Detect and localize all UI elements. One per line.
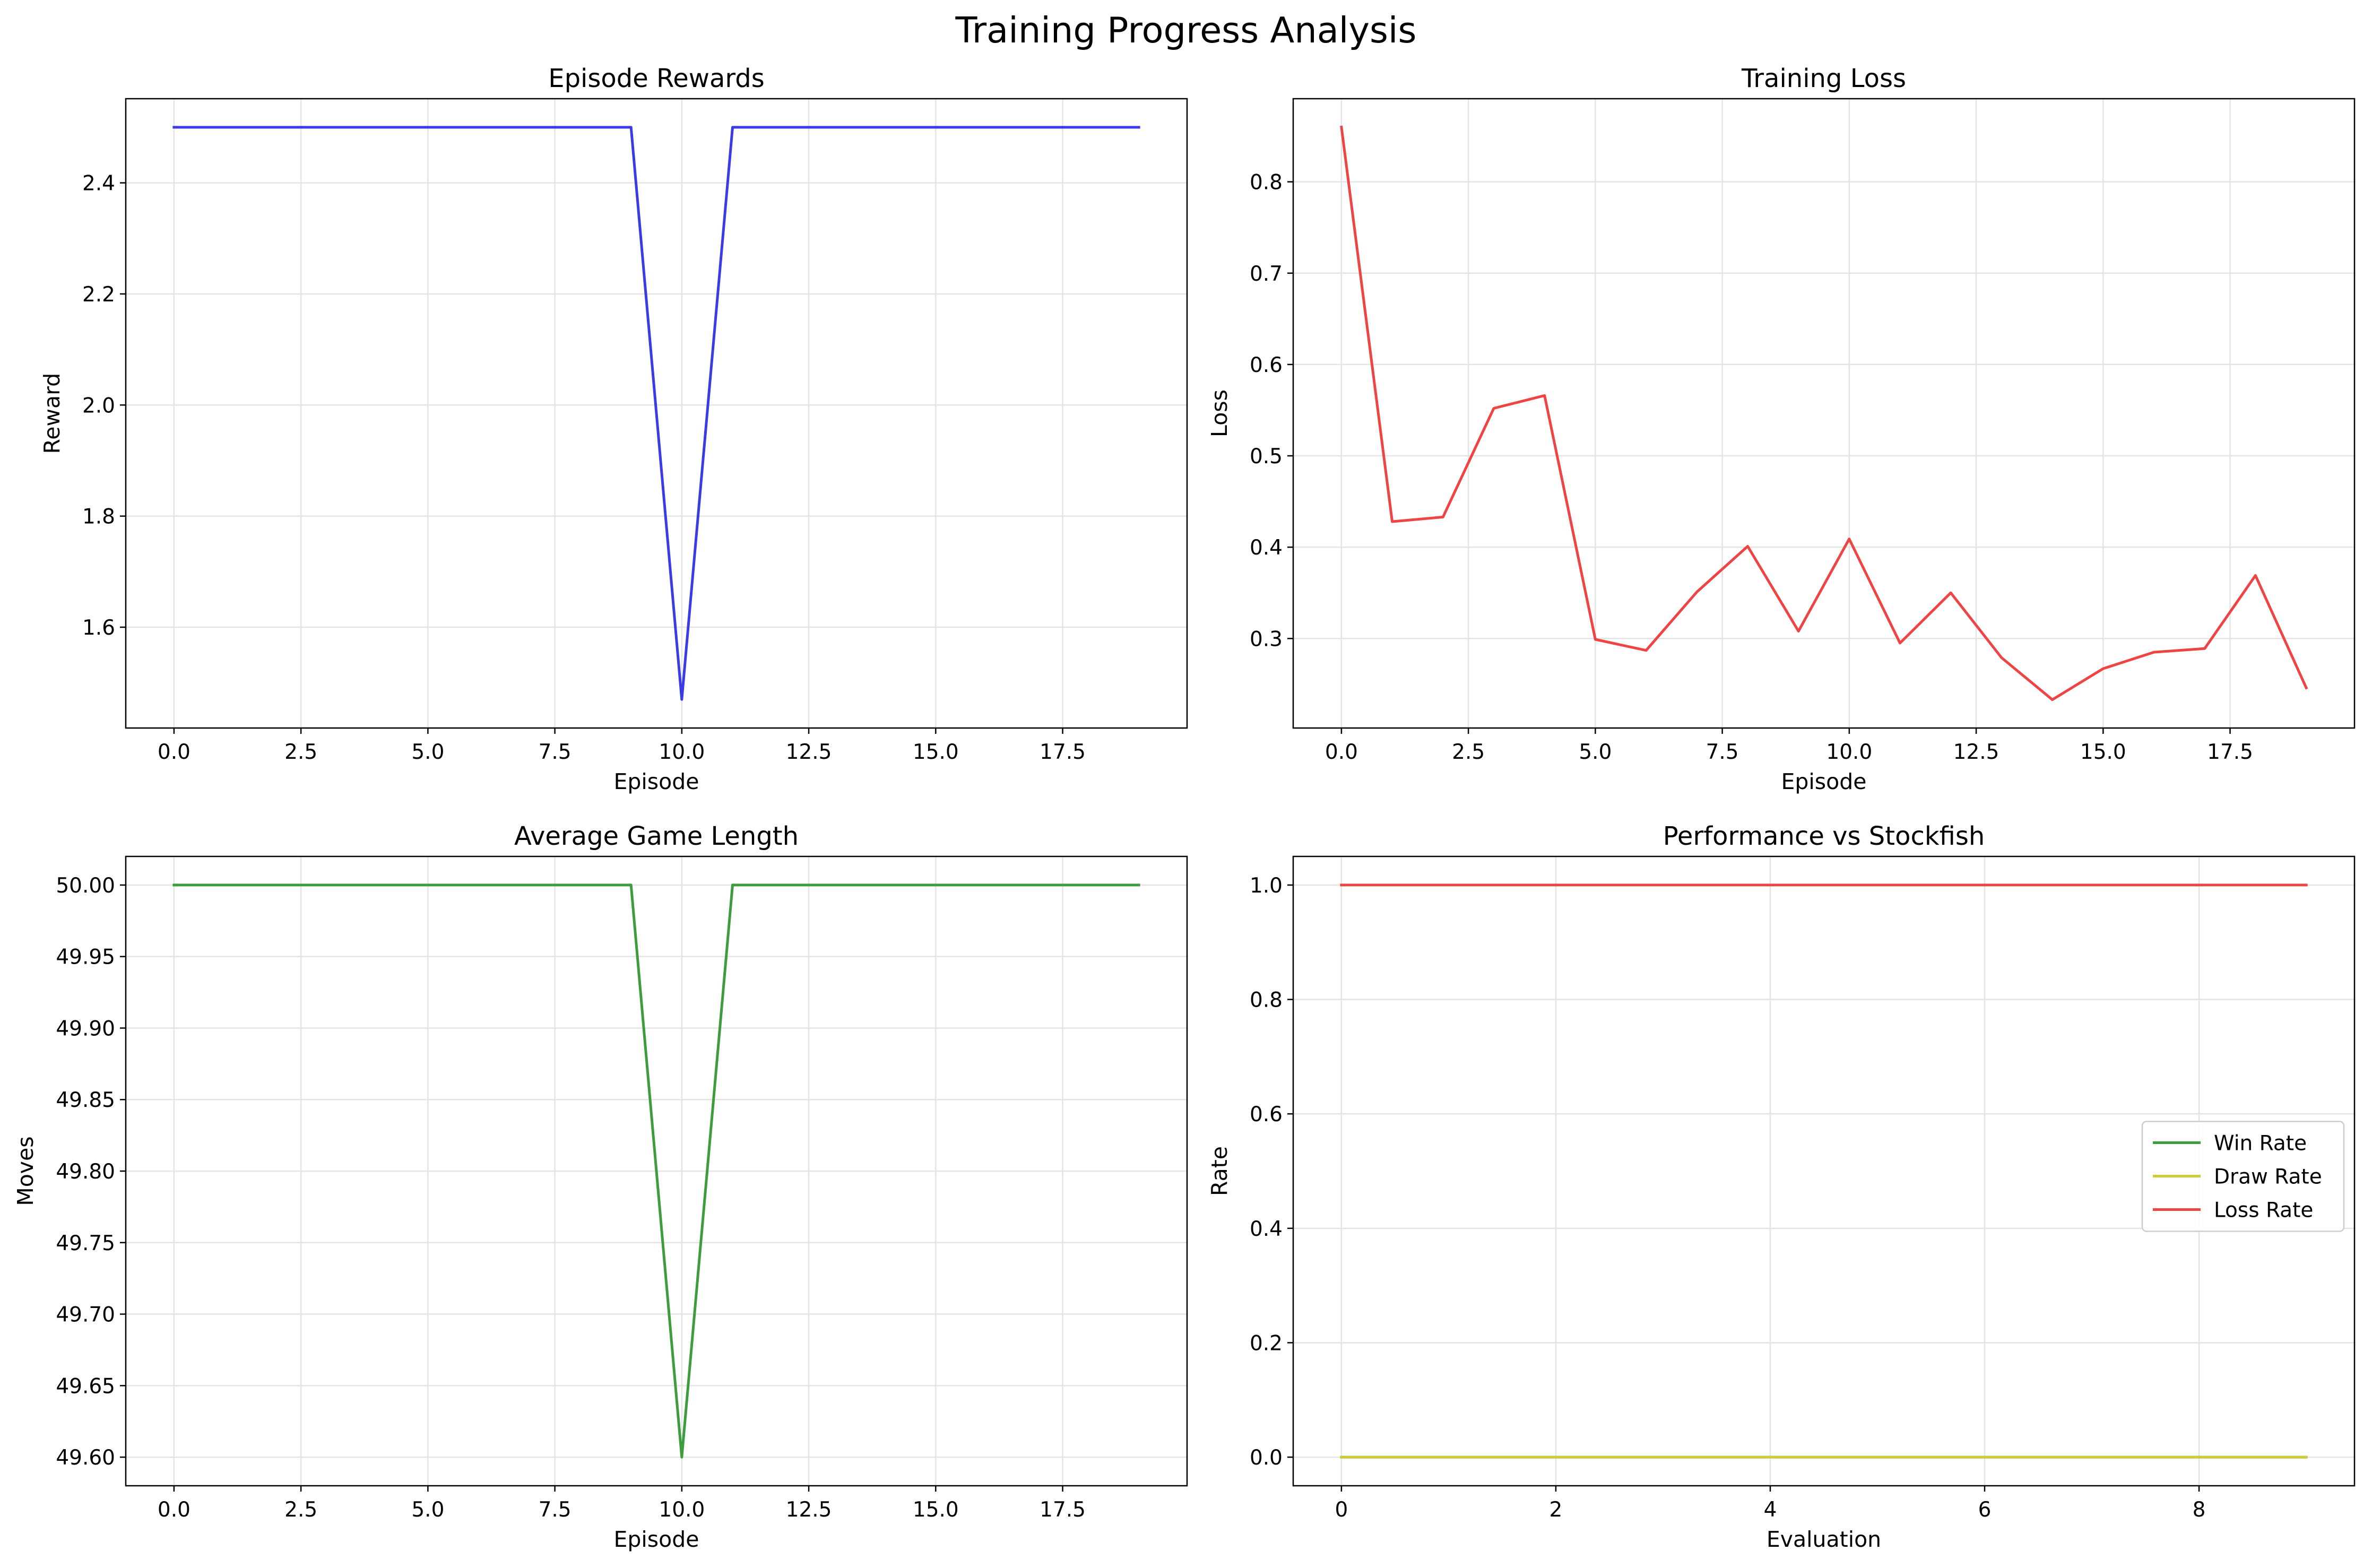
y-tick-label: 0.5 [1250, 445, 1283, 469]
x-tick-label: 15.0 [2080, 740, 2126, 764]
x-tick-label: 2 [1549, 1498, 1563, 1522]
plot-frame [125, 98, 1188, 729]
x-axis-label: Episode [1781, 769, 1866, 794]
chart-title: Training Loss [1741, 64, 1906, 93]
x-tick-label: 12.5 [1953, 740, 1999, 764]
x-tick-label: 10.0 [659, 1498, 705, 1522]
x-tick-label: 7.5 [1706, 740, 1739, 764]
x-tick-label: 17.5 [2207, 740, 2253, 764]
figure-title: Training Progress Analysis [955, 10, 1417, 51]
y-tick-label: 0.4 [1250, 536, 1283, 560]
chart-title: Performance vs Stockfish [1663, 821, 1985, 851]
x-tick-label: 6 [1978, 1498, 1992, 1522]
x-tick-label: 17.5 [1040, 1498, 1086, 1522]
legend-label: Draw Rate [2214, 1165, 2322, 1189]
y-tick-label: 49.85 [56, 1088, 115, 1112]
y-tick-label: 49.75 [56, 1232, 115, 1255]
chart-1: 0.0 2.5 5.0 7.5 10.0 12.5 15.0 17.5 1.6 1.8 2.0 2.2… [39, 64, 1188, 794]
x-tick-label: 0.0 [158, 740, 191, 764]
x-tick-label: 2.5 [284, 1498, 317, 1522]
y-tick-label: 49.65 [56, 1374, 115, 1398]
y-axis-label: Loss [1207, 389, 1232, 437]
y-tick-label: 49.70 [56, 1303, 115, 1327]
x-tick-label: 0.0 [1325, 740, 1358, 764]
x-tick-label: 4 [1764, 1498, 1777, 1522]
x-tick-label: 17.5 [1040, 740, 1086, 764]
y-tick-label: 49.60 [56, 1446, 115, 1470]
x-tick-label: 7.5 [539, 740, 572, 764]
y-tick-label: 50.00 [56, 874, 115, 898]
y-tick-label: 0.8 [1250, 989, 1283, 1012]
y-axis-label: Rate [1207, 1146, 1232, 1196]
x-tick-label: 15.0 [913, 740, 959, 764]
chart-4: 0 2 4 6 8 0.0 0.2 0.4 0.6 0.8 1.0 Performance vs St… [1207, 821, 2356, 1552]
x-tick-label: 15.0 [913, 1498, 959, 1522]
legend: Win Rate Draw Rate Loss Rate [2141, 1121, 2345, 1232]
y-tick-label: 0.6 [1250, 353, 1283, 377]
x-axis-label: Episode [613, 1527, 699, 1552]
y-tick-label: 1.0 [1250, 874, 1283, 898]
series-line-1 [172, 126, 1140, 701]
charts-container: 0.0 2.5 5.0 7.5 10.0 12.5 15.0 17.5 1.6 1.8 2.0 2.2… [13, 64, 2356, 1552]
y-tick-label: 0.0 [1250, 1446, 1283, 1470]
x-tick-label: 0.0 [158, 1498, 191, 1522]
x-tick-label: 2.5 [284, 740, 317, 764]
y-tick-label: 0.6 [1250, 1103, 1283, 1127]
y-tick-label: 0.4 [1250, 1217, 1283, 1241]
x-tick-label: 5.0 [1579, 740, 1612, 764]
y-tick-label: 0.7 [1250, 262, 1283, 286]
x-tick-label: 7.5 [539, 1498, 572, 1522]
x-tick-label: 12.5 [786, 740, 832, 764]
y-tick-label: 49.95 [56, 946, 115, 969]
x-tick-label: 2.5 [1452, 740, 1485, 764]
y-axis-label: Reward [39, 373, 65, 454]
x-tick-label: 10.0 [659, 740, 705, 764]
x-axis-label: Evaluation [1767, 1527, 1881, 1552]
y-tick-label: 2.4 [82, 172, 115, 196]
legend-box [2141, 1121, 2345, 1232]
x-tick-label: 0 [1335, 1498, 1348, 1522]
x-tick-label: 10.0 [1826, 740, 1872, 764]
y-axis-label: Moves [13, 1136, 38, 1206]
y-tick-label: 2.0 [82, 394, 115, 418]
legend-label: Win Rate [2214, 1132, 2307, 1156]
y-tick-label: 49.80 [56, 1160, 115, 1184]
x-tick-label: 5.0 [411, 740, 444, 764]
chart-3: 0.0 2.5 5.0 7.5 10.0 12.5 15.0 17.5 49.60 49.65 49… [13, 821, 1188, 1552]
x-tick-label: 12.5 [786, 1498, 832, 1522]
series-line-1 [1340, 125, 2308, 701]
chart-2: 0.0 2.5 5.0 7.5 10.0 12.5 15.0 17.5 0.3 0.4 0.5 0.6… [1207, 64, 2356, 794]
y-tick-label: 2.2 [82, 283, 115, 307]
series-line-1 [172, 883, 1140, 1459]
plot-frame [1292, 98, 2356, 729]
x-axis-label: Episode [613, 769, 699, 794]
x-tick-label: 5.0 [411, 1498, 444, 1522]
chart-title: Average Game Length [514, 821, 799, 851]
y-tick-label: 0.2 [1250, 1331, 1283, 1355]
y-tick-label: 49.90 [56, 1017, 115, 1041]
y-tick-label: 0.3 [1250, 627, 1283, 651]
y-tick-label: 0.8 [1250, 171, 1283, 195]
legend-label: Loss Rate [2214, 1199, 2313, 1223]
chart-title: Episode Rewards [548, 64, 765, 93]
y-tick-label: 1.8 [82, 505, 115, 529]
y-tick-label: 1.6 [82, 616, 115, 640]
x-tick-label: 8 [2193, 1498, 2206, 1522]
plot-frame [1292, 855, 2356, 1487]
